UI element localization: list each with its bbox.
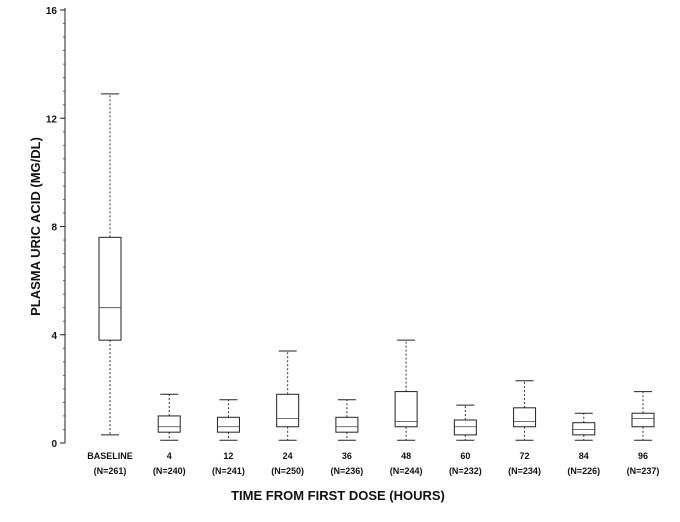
x-category-label: 4 [167,451,172,461]
x-category-n-label: (N=240) [153,466,186,476]
y-tick-label: 4 [51,331,57,342]
x-category-label: 60 [460,451,470,461]
box [98,236,122,341]
box [453,419,477,436]
box [276,393,300,428]
y-tick-label: 16 [46,6,58,17]
x-category-n-label: (N=241) [212,466,245,476]
y-tick-label: 0 [51,439,57,450]
x-category-label: 96 [638,451,648,461]
box [157,415,181,433]
y-tick-label: 12 [46,114,58,125]
x-axis-title: TIME FROM FIRST DOSE (HOURS) [231,488,445,503]
x-category-label: 36 [342,451,352,461]
y-axis-title: PLASMA URIC ACID (MG/DL) [28,137,43,316]
x-category-label: 12 [223,451,233,461]
box [513,407,537,428]
x-category-label: 48 [401,451,411,461]
box [335,416,359,433]
x-category-n-label: (N=250) [271,466,304,476]
x-category-label: 72 [520,451,530,461]
box [572,422,596,436]
x-category-n-label: (N=244) [390,466,423,476]
x-category-label: BASELINE [87,451,133,461]
x-category-n-label: (N=236) [331,466,364,476]
x-category-n-label: (N=237) [627,466,660,476]
x-category-label: 84 [579,451,589,461]
x-category-n-label: (N=226) [567,466,600,476]
x-category-label: 24 [283,451,293,461]
x-category-n-label: (N=261) [94,466,127,476]
x-category-n-label: (N=232) [449,466,482,476]
box [394,391,418,428]
x-category-n-label: (N=234) [508,466,541,476]
y-tick-label: 8 [51,223,57,234]
box [216,416,240,433]
box [631,412,655,428]
